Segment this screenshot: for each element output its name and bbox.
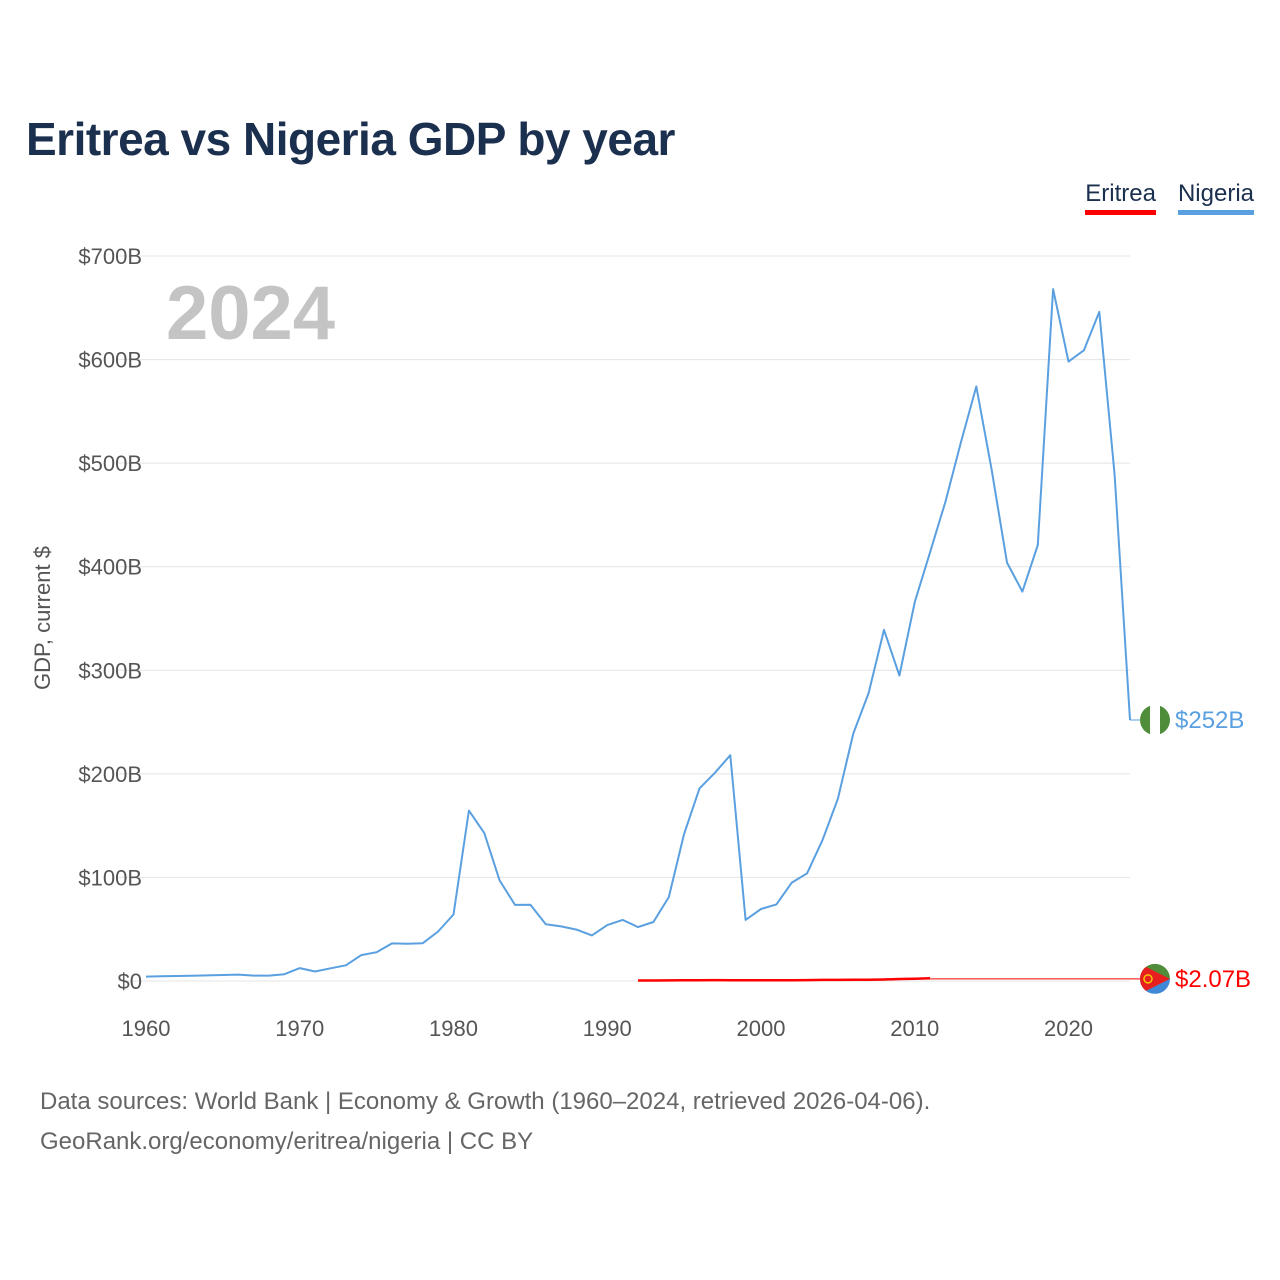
x-tick-label: 1990: [583, 1016, 632, 1041]
end-value-label-eritrea: $2.07B: [1175, 966, 1251, 993]
current-year-label: 2024: [166, 271, 335, 356]
x-tick-label: 2000: [737, 1016, 786, 1041]
y-tick-label: $100B: [78, 865, 142, 890]
y-tick-label: $200B: [78, 762, 142, 787]
y-axis-label: GDP, current $: [30, 546, 55, 690]
eritrea-flag-icon: [1140, 963, 1170, 994]
nigeria-flag-icon: [1140, 705, 1170, 735]
series-lines: [145, 288, 1143, 982]
end-markers: $2.07B $252B: [1140, 705, 1251, 994]
source-line-2[interactable]: GeoRank.org/economy/eritrea/nigeria | CC…: [40, 1128, 534, 1155]
chart-title: Eritrea vs Nigeria GDP by year: [26, 113, 675, 165]
y-axis-ticks: $0 $100B $200B $300B $400B $500B $600B $700B: [78, 244, 142, 994]
end-value-label-nigeria: $252B: [1175, 707, 1244, 734]
x-tick-label: 1970: [275, 1016, 324, 1041]
x-tick-label: 2010: [890, 1016, 939, 1041]
legend-item-eritrea[interactable]: Eritrea: [1085, 180, 1156, 215]
x-tick-label: 2020: [1044, 1016, 1093, 1041]
y-tick-label: $0: [118, 969, 142, 994]
y-tick-label: $700B: [78, 244, 142, 269]
y-tick-label: $500B: [78, 451, 142, 476]
legend-item-nigeria[interactable]: Nigeria: [1177, 180, 1254, 215]
x-tick-label: 1980: [429, 1016, 478, 1041]
source-note: Data sources: World Bank | Economy & Gro…: [40, 1082, 930, 1162]
gridlines: [118, 255, 1130, 982]
series-line-eritrea[interactable]: [638, 977, 931, 982]
source-line-1: Data sources: World Bank | Economy & Gro…: [40, 1088, 931, 1115]
legend: Eritrea Nigeria: [1085, 180, 1254, 215]
y-tick-label: $400B: [78, 555, 142, 580]
y-tick-label: $300B: [78, 658, 142, 683]
series-line-nigeria[interactable]: [145, 288, 1131, 978]
x-axis-ticks: 1960 1970 1980 1990 2000 2010 2020: [122, 1016, 1093, 1041]
x-tick-label: 1960: [122, 1016, 171, 1041]
y-tick-label: $600B: [78, 348, 142, 373]
